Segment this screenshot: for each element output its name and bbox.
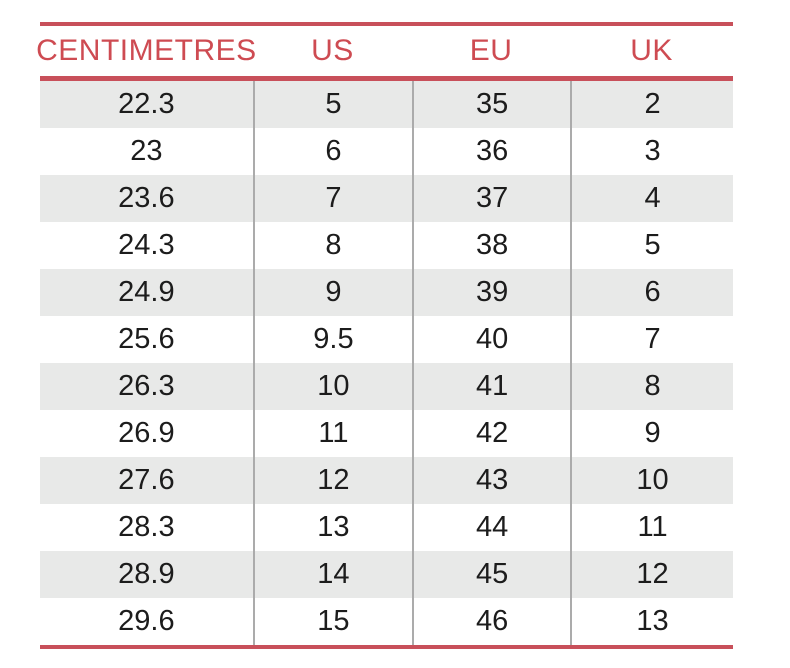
table-cell: 13 (252, 504, 412, 551)
table-row: 23 6 36 3 (40, 128, 733, 175)
table-row: 23.6 7 37 4 (40, 175, 733, 222)
table-cell: 12 (252, 457, 412, 504)
header-rule (40, 76, 733, 81)
table-cell: 6 (252, 128, 412, 175)
table-cell: 23 (130, 135, 163, 167)
table-row: 24.9 9 39 6 (40, 269, 733, 316)
table-cell: 13 (570, 598, 733, 645)
top-rule (40, 22, 733, 26)
table-cell: 45 (412, 551, 570, 598)
table-cell: 22.3 (118, 88, 175, 120)
table-row: 28.3 13 44 11 (40, 504, 733, 551)
table-cell: 25.6 (118, 323, 175, 355)
table-row: 22.3 5 35 2 (40, 81, 733, 128)
table-cell: 42 (412, 410, 570, 457)
table-cell: 26.3 (118, 370, 175, 402)
table-row: 26.9 11 42 9 (40, 410, 733, 457)
table-cell: 11 (570, 504, 733, 551)
table-cell: 24.3 (118, 229, 175, 261)
table-cell: 23.6 (118, 182, 175, 214)
table-cell: 38 (412, 222, 570, 269)
table-cell: 9.5 (252, 316, 412, 363)
table-cell: 27.6 (118, 464, 175, 496)
table-cell: 12 (570, 551, 733, 598)
table-cell: 6 (570, 269, 733, 316)
table-cell: 28.9 (118, 558, 175, 590)
table-cell: 28.3 (118, 511, 175, 543)
table-cell: 15 (252, 598, 412, 645)
table-header: CENTIMETRES US EU UK (36, 26, 733, 76)
table-row: 27.6 12 43 10 (40, 457, 733, 504)
table-cell: 24.9 (118, 276, 175, 308)
table-body: 22.3 5 35 2 23 6 36 3 23.6 7 37 4 24.3 8 38 5 24.9 9 39 6 25… (40, 81, 733, 645)
table-cell: 36 (412, 128, 570, 175)
table-cell: 9 (252, 269, 412, 316)
table-cell: 7 (252, 175, 412, 222)
table-cell: 46 (412, 598, 570, 645)
table-row: 24.3 8 38 5 (40, 222, 733, 269)
table-cell: 10 (570, 457, 733, 504)
table-cell: 44 (412, 504, 570, 551)
size-conversion-table: CENTIMETRES US EU UK 22.3 5 35 2 23 6 36 3 23.6 7… (36, 22, 733, 649)
table-cell: 29.6 (118, 605, 175, 637)
table-cell: 10 (252, 363, 412, 410)
table-cell: 4 (570, 175, 733, 222)
table-cell: 3 (570, 128, 733, 175)
table-cell: 8 (252, 222, 412, 269)
table-row: 25.6 9.5 40 7 (40, 316, 733, 363)
table-cell: 5 (252, 81, 412, 128)
table-cell: 8 (570, 363, 733, 410)
header-eu: EU (469, 34, 513, 67)
table-cell: 43 (412, 457, 570, 504)
table-row: 26.3 10 41 8 (40, 363, 733, 410)
table-cell: 37 (412, 175, 570, 222)
table-cell: 35 (412, 81, 570, 128)
table-cell: 39 (412, 269, 570, 316)
table-cell: 7 (570, 316, 733, 363)
table-cell: 9 (570, 410, 733, 457)
header-uk: UK (630, 34, 673, 67)
table-cell: 14 (252, 551, 412, 598)
table-cell: 2 (570, 81, 733, 128)
table-cell: 5 (570, 222, 733, 269)
header-us: US (311, 34, 354, 67)
table-row: 28.9 14 45 12 (40, 551, 733, 598)
table-cell: 40 (412, 316, 570, 363)
header-centimetres: CENTIMETRES (36, 34, 257, 67)
table-cell: 41 (412, 363, 570, 410)
table-cell: 11 (252, 410, 412, 457)
bottom-rule (40, 645, 733, 649)
table-cell: 26.9 (118, 417, 175, 449)
table-row: 29.6 15 46 13 (40, 598, 733, 645)
